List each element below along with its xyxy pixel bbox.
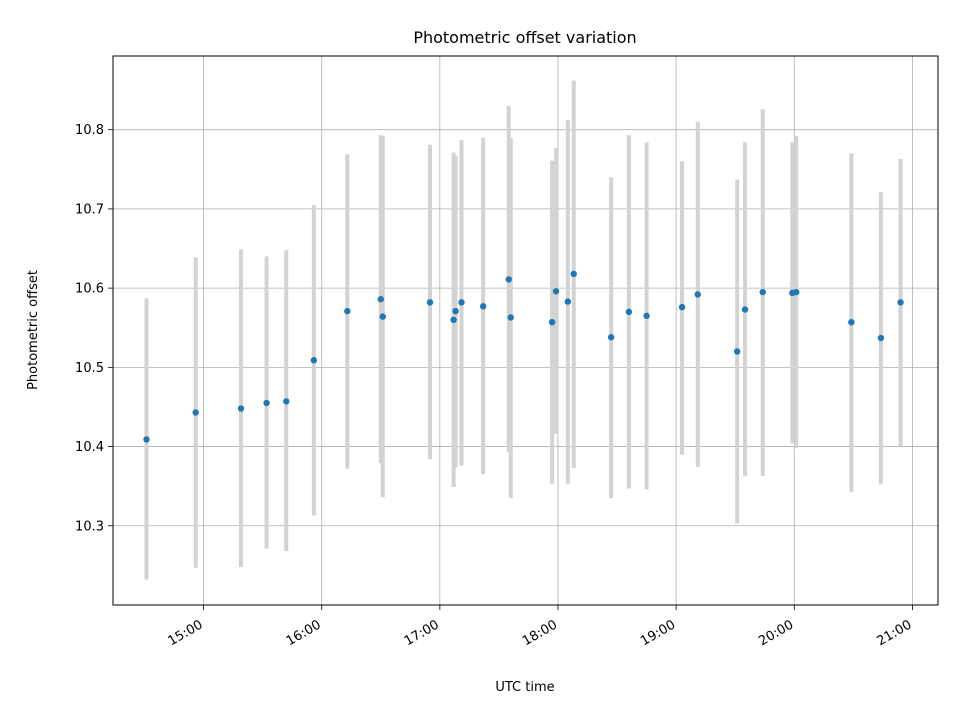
data-point bbox=[548, 318, 556, 326]
data-point bbox=[897, 299, 904, 306]
data-point bbox=[450, 316, 457, 324]
data-point bbox=[643, 312, 650, 320]
data-point bbox=[507, 314, 514, 321]
data-point bbox=[505, 276, 512, 283]
data-point bbox=[625, 308, 633, 316]
y-tick-label: 10.3 bbox=[75, 519, 104, 534]
data-point bbox=[379, 313, 386, 320]
x-axis-label: UTC time bbox=[495, 680, 554, 695]
data-point bbox=[458, 299, 465, 306]
data-point bbox=[877, 334, 885, 342]
data-point bbox=[377, 296, 384, 303]
data-point bbox=[237, 405, 245, 412]
data-point bbox=[263, 399, 270, 407]
data-point bbox=[848, 318, 855, 326]
data-point bbox=[283, 398, 290, 405]
data-point bbox=[452, 307, 459, 315]
y-tick-label: 10.8 bbox=[75, 123, 104, 138]
y-tick-label: 10.4 bbox=[75, 440, 104, 455]
data-points bbox=[143, 270, 904, 443]
plot-frame bbox=[112, 55, 939, 606]
y-axis-label: Photometric offset bbox=[26, 270, 41, 390]
y-tick-label: 10.7 bbox=[75, 202, 104, 217]
data-point bbox=[694, 291, 701, 298]
data-point bbox=[741, 306, 749, 313]
data-point bbox=[479, 303, 487, 310]
data-point bbox=[607, 334, 615, 341]
data-point bbox=[678, 303, 686, 311]
data-point bbox=[143, 436, 150, 443]
data-point bbox=[310, 357, 318, 364]
data-point bbox=[426, 299, 434, 306]
data-point bbox=[552, 288, 560, 295]
data-point bbox=[344, 307, 351, 315]
data-point bbox=[759, 288, 766, 296]
data-point bbox=[564, 298, 572, 305]
y-tick-label: 10.6 bbox=[75, 282, 104, 297]
y-tick-label: 10.5 bbox=[75, 361, 104, 376]
data-point bbox=[570, 270, 577, 278]
data-point bbox=[192, 409, 199, 416]
data-point bbox=[733, 348, 741, 355]
chart-title: Photometric offset variation bbox=[413, 28, 636, 47]
data-point bbox=[793, 288, 800, 296]
y-axis-ticks: 10.3 10.4 10.5 10.6 10.7 10.8 bbox=[75, 123, 113, 534]
